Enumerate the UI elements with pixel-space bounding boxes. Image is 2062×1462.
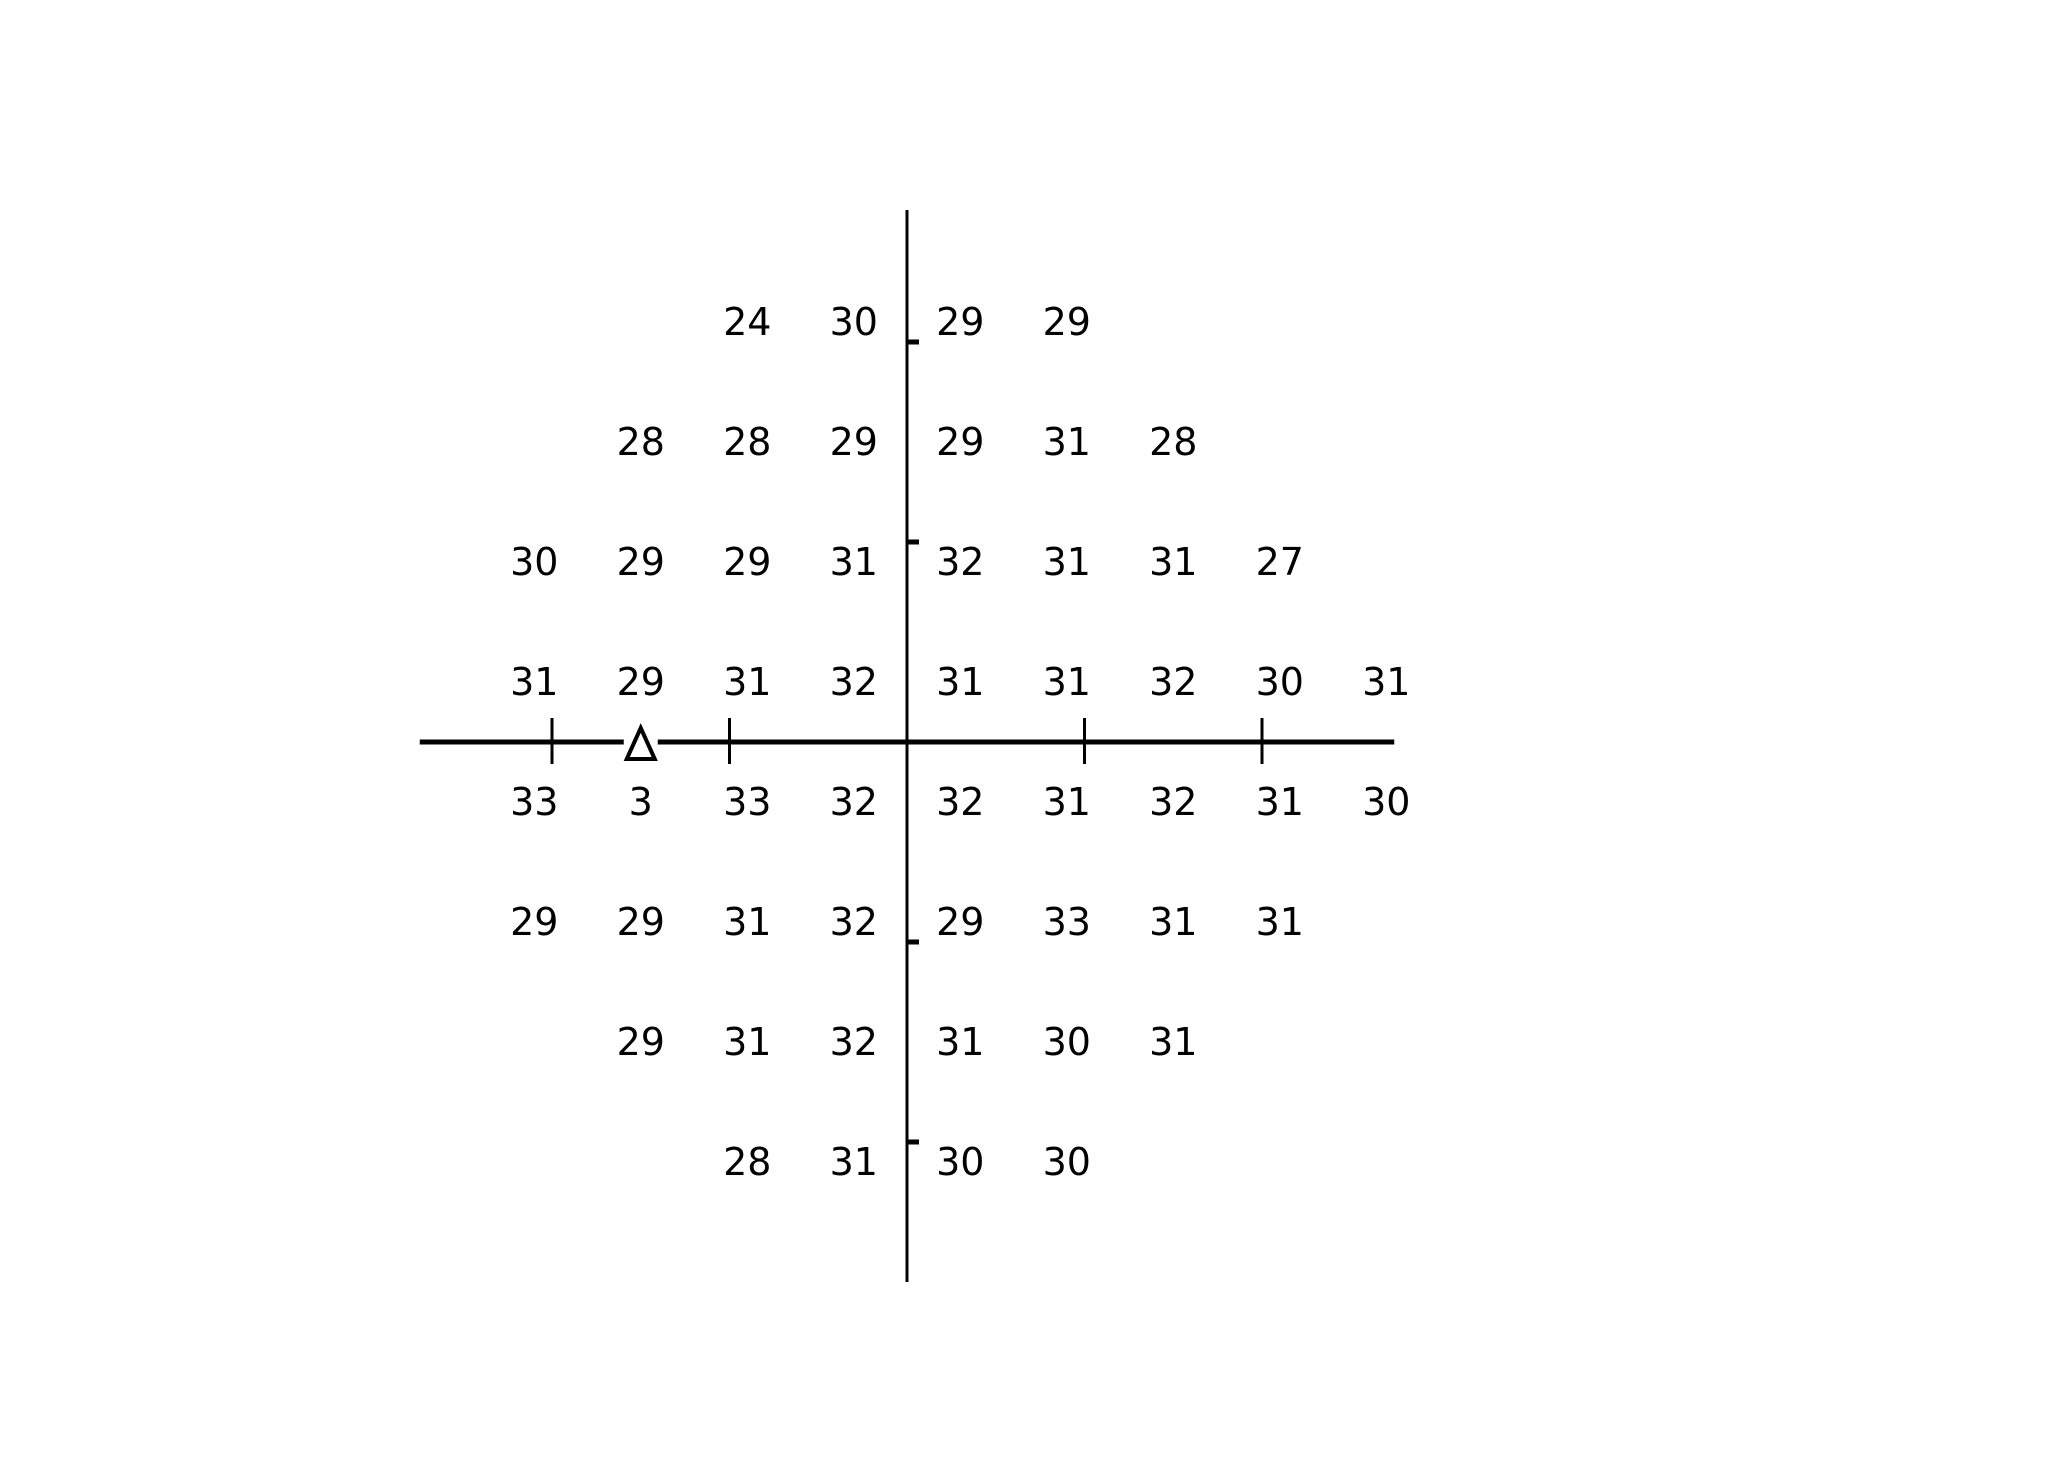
value-label: 30 xyxy=(1043,1020,1091,1064)
value-label: 31 xyxy=(1043,660,1091,704)
value-label: 28 xyxy=(1149,420,1197,464)
value-label: 32 xyxy=(830,900,878,944)
value-label: 31 xyxy=(723,900,771,944)
value-label: 29 xyxy=(936,900,984,944)
value-label: 32 xyxy=(936,540,984,584)
value-label: 31 xyxy=(936,660,984,704)
value-label: 32 xyxy=(830,660,878,704)
value-label: 29 xyxy=(936,300,984,344)
marker-layer xyxy=(623,723,658,762)
value-label: 31 xyxy=(830,1140,878,1184)
value-label: 29 xyxy=(617,540,665,584)
value-label: 29 xyxy=(510,900,558,944)
value-label: 29 xyxy=(617,660,665,704)
value-label: 31 xyxy=(723,1020,771,1064)
value-label: 29 xyxy=(723,540,771,584)
value-label: 31 xyxy=(1149,1020,1197,1064)
value-label: 31 xyxy=(723,660,771,704)
value-label: 31 xyxy=(1256,780,1304,824)
sensitivity-values: 24 30 29 29 28 28 29 29 31 28 30 29 29 31 32 31 31 27 31 29… xyxy=(510,300,1410,1184)
axes xyxy=(419,210,1395,1282)
value-label: 30 xyxy=(936,1140,984,1184)
value-label: 28 xyxy=(617,420,665,464)
value-label: 30 xyxy=(510,540,558,584)
value-label: 32 xyxy=(830,780,878,824)
value-label: 31 xyxy=(510,660,558,704)
value-label: 29 xyxy=(1043,300,1091,344)
value-label: 31 xyxy=(1043,540,1091,584)
value-label: 28 xyxy=(723,1140,771,1184)
value-label: 31 xyxy=(1256,900,1304,944)
value-label: 27 xyxy=(1256,540,1304,584)
value-label: 30 xyxy=(1043,1140,1091,1184)
value-label: 32 xyxy=(830,1020,878,1064)
value-label: 31 xyxy=(1043,420,1091,464)
value-label: 33 xyxy=(510,780,558,824)
value-label: 30 xyxy=(1256,660,1304,704)
value-label: 31 xyxy=(1043,780,1091,824)
value-label: 28 xyxy=(723,420,771,464)
value-label: 33 xyxy=(723,780,771,824)
value-label: 31 xyxy=(830,540,878,584)
value-label: 32 xyxy=(936,780,984,824)
value-label: 31 xyxy=(1149,900,1197,944)
value-label: 29 xyxy=(617,900,665,944)
value-label: 30 xyxy=(1362,780,1410,824)
value-label: 29 xyxy=(617,1020,665,1064)
value-label: 33 xyxy=(1043,900,1091,944)
value-label: 29 xyxy=(830,420,878,464)
value-label: 32 xyxy=(1149,780,1197,824)
value-label: 30 xyxy=(830,300,878,344)
value-label: 3 xyxy=(629,780,653,824)
value-label: 31 xyxy=(1149,540,1197,584)
value-label: 31 xyxy=(1362,660,1410,704)
value-label: 29 xyxy=(936,420,984,464)
triangle-marker xyxy=(623,723,658,761)
value-label: 31 xyxy=(936,1020,984,1064)
value-label: 24 xyxy=(723,300,771,344)
value-label: 32 xyxy=(1149,660,1197,704)
